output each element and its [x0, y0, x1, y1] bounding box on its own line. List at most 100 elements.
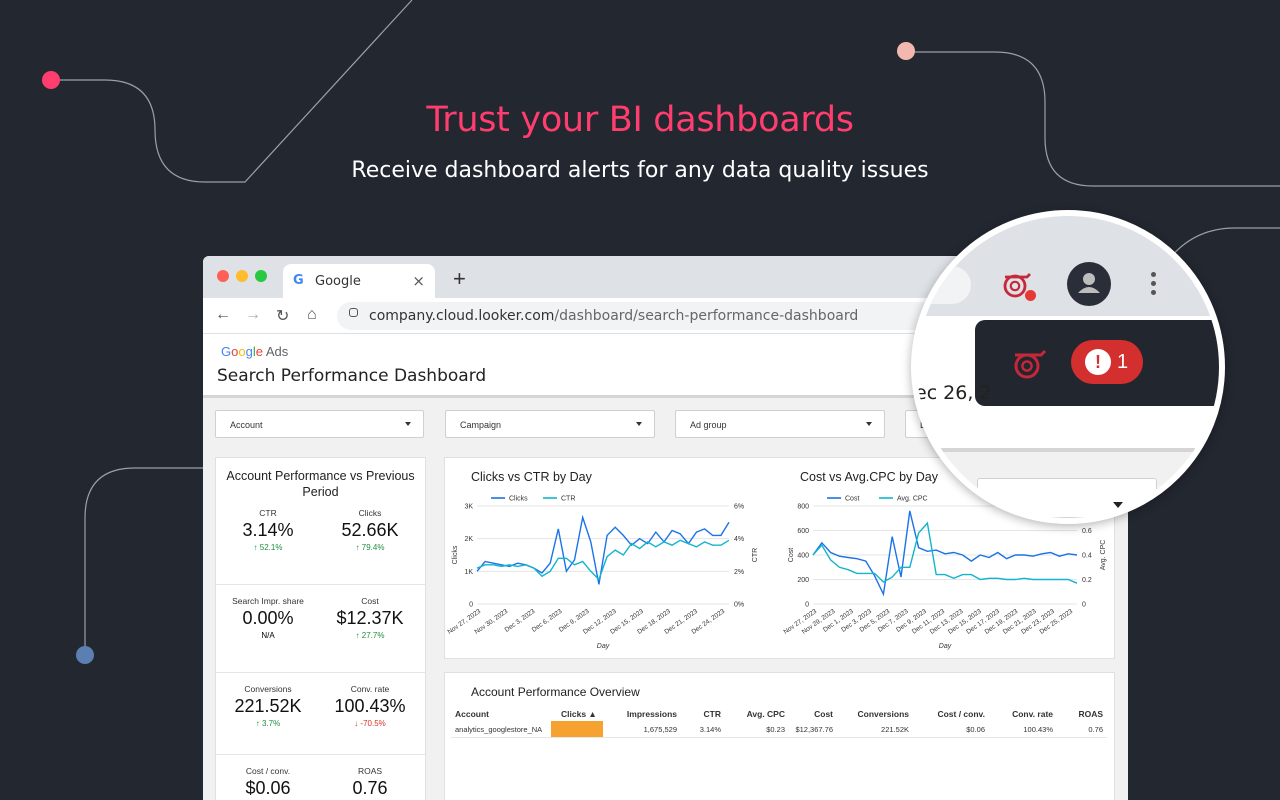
- table-header-cell[interactable]: Cost: [814, 709, 833, 719]
- y-tick-label: 2K: [464, 536, 473, 543]
- legend-label: Cost: [845, 496, 859, 503]
- table-header-cell[interactable]: Clicks ▲: [561, 709, 597, 719]
- kpi-value: 100.43%: [334, 696, 406, 716]
- y-axis-title: Cost: [788, 548, 795, 562]
- y-tick-label: 200: [797, 577, 809, 584]
- kpi-tile: Search Impr. share 0.00% N/A: [218, 596, 318, 640]
- avatar[interactable]: [1067, 262, 1111, 306]
- table-header-cell[interactable]: CTR: [703, 709, 721, 719]
- kpi-label: Conversions: [244, 684, 292, 694]
- table-header-cell[interactable]: ROAS: [1078, 709, 1103, 719]
- kpi-change: N/A: [261, 631, 275, 640]
- kpi-value: 0.76: [352, 778, 388, 798]
- filter-campaign-label: Campaign: [460, 420, 502, 430]
- forward-arrow-icon[interactable]: →: [245, 306, 261, 323]
- kpi-change: ↑ 79.4%: [355, 543, 385, 552]
- zoomed-filter[interactable]: [977, 478, 1157, 518]
- chevron-down-icon: [405, 422, 411, 426]
- kpi-label: Search Impr. share: [232, 596, 304, 606]
- kpi-label: CTR: [259, 508, 277, 518]
- pink-dot: [42, 71, 60, 89]
- new-tab-icon[interactable]: +: [453, 266, 466, 291]
- minimize-window-dot[interactable]: [236, 270, 248, 282]
- dashboard-title: Search Performance Dashboard: [217, 366, 487, 386]
- extension-popup[interactable]: ! 1: [975, 320, 1219, 406]
- table-cell: 221.52K: [881, 725, 909, 734]
- table-header-cell[interactable]: Impressions: [626, 709, 677, 719]
- alert-exclamation-icon: !: [1085, 349, 1111, 375]
- tab-google[interactable]: G Google ×: [283, 264, 435, 298]
- google-ads-logo: Google Ads: [221, 344, 288, 359]
- table-cell: $0.23: [766, 725, 785, 734]
- y-tick-label: 0: [805, 602, 809, 609]
- kebab-menu-icon[interactable]: [1151, 272, 1157, 299]
- url-field[interactable]: company.cloud.looker.com/dashboard/searc…: [337, 302, 977, 330]
- series-line-1: [812, 521, 1078, 584]
- kpi-value: 221.52K: [234, 696, 302, 716]
- chart2-title: Cost vs Avg.CPC by Day: [800, 470, 939, 484]
- zoomed-url-field: [917, 266, 971, 304]
- y2-tick-label: 0: [1082, 602, 1086, 609]
- table-cell: 100.43%: [1023, 725, 1053, 734]
- x-axis-title: Day: [939, 643, 952, 650]
- series-line-0: [812, 510, 1078, 597]
- table-header-cell[interactable]: Cost / conv.: [937, 709, 985, 719]
- user-icon: [1078, 273, 1100, 293]
- tab-close-icon[interactable]: ×: [412, 272, 425, 290]
- zoomed-date-fragment: ec 26, 2: [915, 382, 992, 404]
- url-path: /dashboard/search-performance-dashboard: [554, 308, 859, 324]
- maximize-window-dot[interactable]: [255, 270, 267, 282]
- kpi-value: 52.66K: [341, 520, 399, 540]
- table-header-cell[interactable]: Account: [455, 709, 489, 719]
- legend-label: Avg. CPC: [897, 496, 928, 503]
- table-cell: $12,367.76: [795, 725, 833, 734]
- clicks-heat-cell: [551, 721, 603, 737]
- alert-count: 1: [1117, 351, 1129, 373]
- ads-logo-text: Ads: [265, 344, 289, 359]
- alert-count-badge[interactable]: ! 1: [1071, 340, 1143, 384]
- kpi-tile: Cost $12.37K ↑ 27.7%: [320, 596, 420, 640]
- filter-ad-group[interactable]: Ad group: [675, 410, 885, 438]
- filter-account[interactable]: Account: [215, 410, 424, 438]
- kpi-change: ↑ 27.7%: [355, 631, 385, 640]
- chevron-down-icon: [636, 422, 642, 426]
- table-cell: 0.76: [1088, 725, 1103, 734]
- table-cell: analytics_googlestore_NA: [455, 725, 543, 734]
- back-arrow-icon[interactable]: ←: [215, 306, 231, 323]
- url-host: company.cloud.looker.com: [369, 308, 555, 324]
- kpi-label: ROAS: [357, 766, 383, 776]
- reload-icon[interactable]: ↻: [276, 308, 290, 325]
- kpi-tile: Clicks 52.66K ↑ 79.4%: [320, 508, 420, 552]
- y2-axis-title: CTR: [752, 548, 759, 562]
- y-tick-label: 3K: [464, 504, 473, 511]
- filter-ad-group-label: Ad group: [690, 420, 727, 430]
- chevron-down-icon: [866, 422, 872, 426]
- home-icon[interactable]: ⌂: [307, 306, 317, 323]
- table-cell: $0.06: [966, 725, 985, 734]
- y2-tick-label: 0.6: [1082, 528, 1092, 535]
- filter-campaign[interactable]: Campaign: [445, 410, 655, 438]
- chevron-down-icon: [1113, 502, 1123, 508]
- hero-subtitle: Receive dashboard alerts for any data qu…: [351, 158, 929, 183]
- zoom-callout: ! 1 ec 26, 2: [911, 210, 1225, 524]
- kpi-tile: ROAS 0.76: [320, 766, 420, 800]
- series-line-1: [476, 539, 730, 581]
- legend-label: Clicks: [509, 496, 528, 503]
- table-header-cell[interactable]: Avg. CPC: [746, 709, 785, 719]
- kpi-label: Conv. rate: [350, 684, 390, 694]
- y-tick-label: 600: [797, 528, 809, 535]
- extension-logo-icon: [1014, 349, 1047, 379]
- kpi-value: $0.06: [245, 778, 291, 798]
- table-header-cell[interactable]: Conversions: [857, 709, 910, 719]
- hero-title: Trust your BI dashboards: [426, 100, 854, 140]
- extension-icon[interactable]: [1001, 268, 1033, 300]
- kpi-label: Cost / conv.: [245, 766, 291, 776]
- y-tick-label: 1K: [464, 569, 473, 576]
- kpi-tile: Conv. rate 100.43% ↓ -70.5%: [320, 684, 420, 728]
- google-g-icon: G: [293, 273, 304, 288]
- kpi-card-title: Account Performance vs Previous Period: [226, 469, 415, 499]
- close-window-dot[interactable]: [217, 270, 229, 282]
- table-header-cell[interactable]: Conv. rate: [1012, 709, 1053, 719]
